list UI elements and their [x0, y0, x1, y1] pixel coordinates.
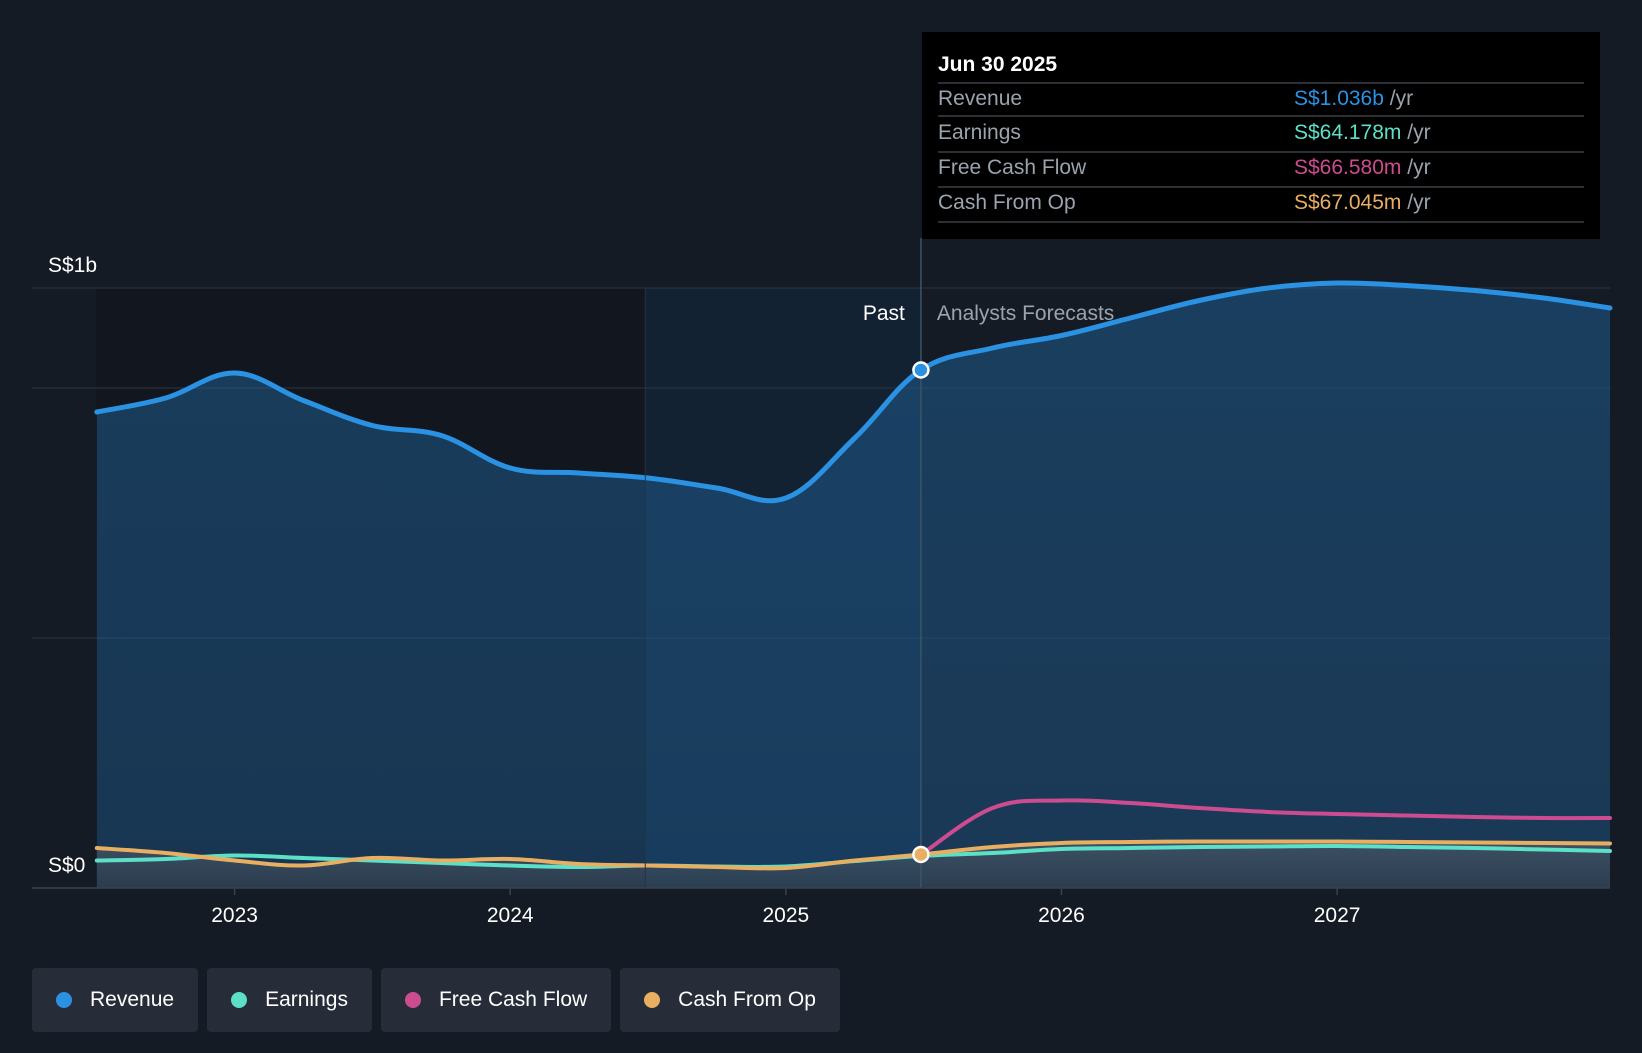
- legend-item-free-cash-flow[interactable]: Free Cash Flow: [380, 968, 612, 1032]
- legend-item-earnings[interactable]: Earnings: [207, 968, 372, 1032]
- cash-from-op-marker: [912, 845, 930, 864]
- label-layer: S$1b S$0 Past Analysts Forecasts: [48, 254, 1114, 877]
- tooltip-value: S$1.036b: [1294, 87, 1384, 110]
- tooltip-row-label: Earnings: [938, 121, 1021, 144]
- legend-label: Free Cash Flow: [438, 988, 588, 1011]
- tooltip-row-label: Revenue: [938, 87, 1022, 110]
- tooltip-box: [922, 32, 1600, 239]
- tooltip-unit: /yr: [1401, 191, 1430, 214]
- free-cash-flow-dot-icon: [404, 992, 421, 1008]
- x-tick-label: 2024: [487, 904, 534, 927]
- earnings-dot-icon: [231, 992, 248, 1008]
- y-axis-bottom-label: S$0: [48, 854, 85, 877]
- tooltip-row-value: S$66.580m /yr: [1294, 156, 1431, 179]
- tooltip-row-value: S$1.036b /yr: [1294, 87, 1413, 110]
- cash-from-op-dot-icon: [644, 992, 661, 1008]
- legend-item-cash-from-op[interactable]: Cash From Op: [620, 968, 840, 1032]
- tooltip-unit: /yr: [1384, 87, 1413, 110]
- legend-label: Earnings: [265, 988, 348, 1011]
- past-label: Past: [863, 302, 905, 325]
- y-axis-top-label: S$1b: [48, 254, 97, 277]
- free-cash-flow-line: [918, 798, 1612, 857]
- series-line-layer: [94, 238, 1613, 888]
- legend-item-revenue[interactable]: Revenue: [32, 968, 199, 1032]
- revenue-marker: [912, 361, 930, 379]
- x-tick-label: 2026: [1038, 904, 1085, 927]
- x-tick-label: 2027: [1314, 904, 1361, 927]
- tooltip-value: S$64.178m: [1294, 121, 1401, 144]
- cash-from-op-line: [94, 839, 1612, 871]
- x-tick-label: 2023: [211, 904, 258, 927]
- axis-layer: 2023 2024 2025 2026 2027: [32, 887, 1610, 927]
- x-tick-label: 2025: [762, 904, 809, 927]
- tooltip-row-label: Cash From Op: [938, 191, 1076, 214]
- analysts-forecasts-label: Analysts Forecasts: [937, 302, 1114, 325]
- tooltip-unit: /yr: [1401, 156, 1430, 179]
- legend-label: Revenue: [90, 988, 175, 1011]
- revenue-area: [96, 282, 1610, 888]
- revenue-line: [94, 280, 1613, 504]
- legend: Revenue Earnings Free Cash Flow Cash Fro…: [32, 968, 840, 1032]
- tooltip-row-value: S$64.178m /yr: [1294, 121, 1431, 144]
- tooltip-row-value: S$67.045m /yr: [1294, 191, 1431, 214]
- revenue-dot-icon: [56, 992, 72, 1008]
- cash-from-op-area: [96, 841, 1610, 888]
- tooltip-date: Jun 30 2025: [938, 53, 1057, 76]
- tooltip-unit: /yr: [1401, 121, 1430, 144]
- tooltip-row-label: Free Cash Flow: [938, 156, 1087, 179]
- legend-label: Cash From Op: [678, 988, 816, 1011]
- area-layer: [96, 282, 1610, 888]
- tooltip-layer: Jun 30 2025 Revenue S$1.036b /yr Earnings S$…: [922, 32, 1600, 239]
- tooltip-value: S$67.045m: [1294, 191, 1401, 214]
- tooltip-value: S$66.580m: [1294, 156, 1401, 179]
